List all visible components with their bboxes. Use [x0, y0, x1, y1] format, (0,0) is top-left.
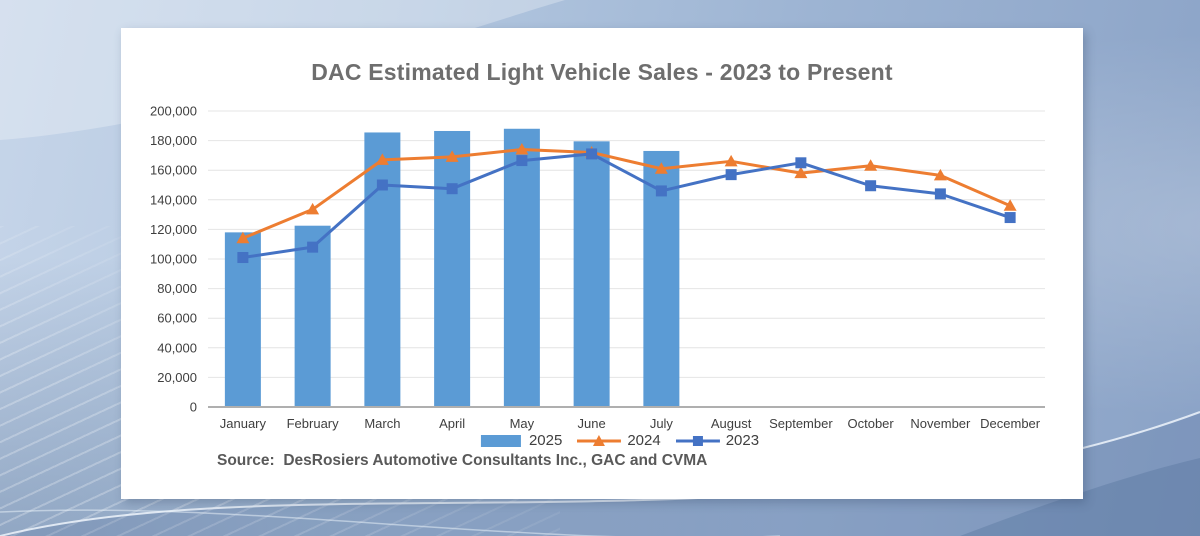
- triangle-marker-2024-october: [864, 159, 878, 171]
- chart-legend: 2025 2024 2023: [479, 432, 759, 449]
- x-tick-label-december: December: [980, 416, 1041, 431]
- square-marker-2023-september: [795, 157, 807, 169]
- bar-2025-april: [434, 130, 471, 407]
- line-2024: [242, 147, 1011, 240]
- x-tick-label-october: October: [848, 416, 895, 431]
- square-marker-2023-october: [865, 180, 877, 192]
- triangle-marker-2024-february: [306, 202, 320, 215]
- triangle-marker-2024-march: [375, 153, 389, 165]
- y-tick-label: 60,000: [157, 311, 197, 326]
- legend-label-2023: 2023: [725, 432, 760, 449]
- x-tick-label-february: February: [287, 416, 340, 431]
- square-marker-2023-june: [586, 148, 598, 160]
- y-tick-label: 20,000: [157, 370, 197, 385]
- legend-item-2025: 2025: [479, 432, 562, 449]
- triangle-marker-2024-august: [724, 154, 738, 167]
- square-marker-2023-november: [934, 188, 946, 200]
- x-tick-label-july: July: [650, 416, 674, 431]
- triangle-marker-2024-december: [1003, 199, 1017, 211]
- legend-label-2024: 2024: [627, 432, 661, 449]
- chart-title: DAC Estimated Light Vehicle Sales - 2023…: [311, 59, 893, 85]
- legend-swatch-2025-bar: [480, 434, 521, 447]
- legend-swatch-2023-square: [675, 435, 720, 446]
- triangle-marker-2024-january: [236, 231, 250, 244]
- square-marker-2023-december: [1004, 212, 1016, 224]
- y-tick-label: 200,000: [150, 104, 197, 119]
- square-marker-2023-may: [516, 155, 528, 167]
- square-marker-2023-april: [446, 183, 458, 195]
- legend-swatch-2024-triangle: [577, 434, 622, 446]
- y-tick-label: 40,000: [157, 340, 197, 355]
- y-tick-label: 80,000: [157, 281, 197, 296]
- triangle-marker-2024-july: [654, 162, 668, 174]
- square-marker-2023-february: [307, 241, 319, 253]
- x-tick-label-june: June: [578, 416, 606, 431]
- x-tick-label-september: September: [769, 416, 833, 431]
- y-tick-label: 140,000: [150, 192, 197, 207]
- chart-card: DAC Estimated Light Vehicle Sales - 2023…: [121, 28, 1083, 499]
- chart-plot: 0 20,000 40,000 60,000 80,000 100,000 120,000 1…: [150, 104, 1045, 431]
- legend-item-2024: 2024: [577, 432, 661, 449]
- x-tick-label-march: March: [364, 416, 400, 431]
- triangle-marker-2024-april: [445, 150, 459, 162]
- y-tick-label: 0: [190, 400, 197, 415]
- square-marker-2023-july: [655, 185, 667, 197]
- bar-2025-june: [573, 141, 610, 407]
- x-tick-label-november: November: [910, 416, 971, 431]
- square-marker-2023-january: [237, 252, 249, 264]
- x-tick-label-august: August: [711, 416, 752, 431]
- triangle-marker-2024-september: [794, 166, 808, 179]
- bar-2025-may: [503, 128, 540, 407]
- triangle-marker-2024-november: [933, 168, 947, 181]
- x-tick-label-april: April: [439, 416, 465, 431]
- legend-label-2025: 2025: [528, 432, 563, 449]
- x-tick-label-january: January: [220, 416, 267, 431]
- y-tick-label: 100,000: [150, 252, 197, 267]
- y-tick-label: 120,000: [150, 222, 197, 237]
- square-marker-2023-august: [725, 169, 737, 181]
- line-2023: [242, 152, 1011, 260]
- bar-2025-february: [294, 225, 331, 407]
- legend-item-2023: 2023: [675, 432, 760, 449]
- bar-2025-march: [364, 132, 401, 407]
- source-note: Source: DesRosiers Automotive Consultant…: [217, 452, 708, 469]
- y-tick-label: 180,000: [150, 133, 197, 148]
- x-tick-label-may: May: [510, 416, 535, 431]
- y-tick-label: 160,000: [150, 163, 197, 178]
- triangle-marker-2024-may: [515, 142, 529, 155]
- square-marker-2023-march: [376, 179, 388, 191]
